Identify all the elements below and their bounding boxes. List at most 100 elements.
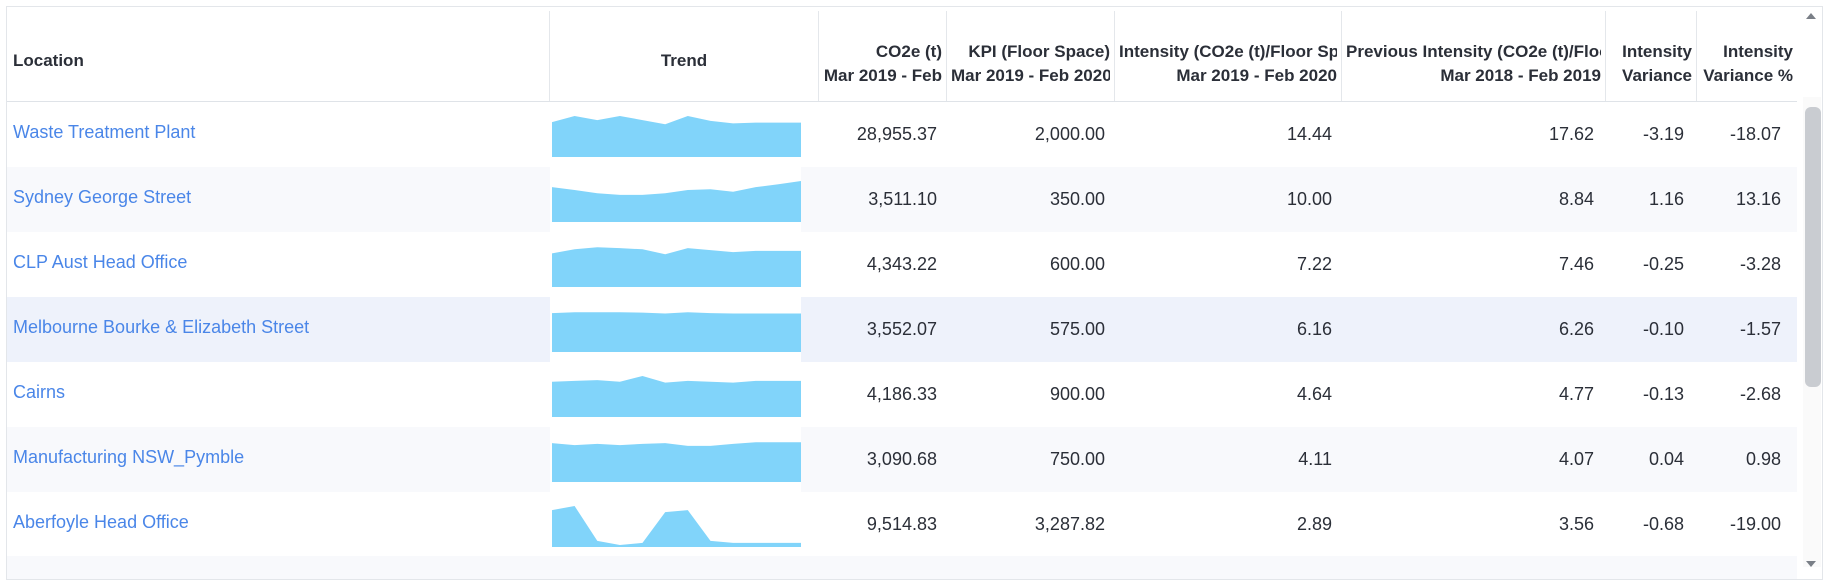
trend-sparkline	[550, 362, 801, 427]
column-header-variance-pct-label: Intensity	[1723, 42, 1793, 61]
sparkline-area	[552, 376, 801, 417]
cell-intensity-variance: -0.68	[1642, 514, 1684, 534]
cell-intensity-variance: -0.25	[1642, 254, 1684, 274]
cell-intensity: 4.11	[1298, 449, 1332, 469]
cell-intensity: 7.22	[1296, 254, 1332, 274]
cell-co2e: 4,343.22	[866, 254, 937, 274]
cell-previous-intensity: 8.84	[1558, 189, 1594, 209]
sparkline-area	[552, 181, 801, 222]
table-row[interactable]: Waste Treatment Plant 28,955.37 2,000.00 14…	[7, 102, 1797, 167]
cell-intensity: 4.64	[1296, 384, 1332, 404]
location-link[interactable]: Waste Treatment Plant	[13, 122, 196, 142]
cell-intensity: 14.44	[1286, 124, 1332, 144]
cell-intensity-variance-pct: -1.57	[1739, 319, 1781, 339]
column-header-co2e-period: Mar 2019 - Feb	[823, 66, 942, 85]
cell-co2e: 3,552.07	[866, 319, 937, 339]
sparkline-fill	[552, 376, 801, 417]
cell-kpi: 350.00	[1049, 189, 1105, 209]
sparkline-fill	[552, 247, 801, 287]
sparkline-area	[552, 442, 801, 482]
column-header-previous-intensity-period: Mar 2018 - Feb 2019	[1440, 66, 1601, 85]
location-link[interactable]: Manufacturing NSW_Pymble	[13, 447, 245, 467]
column-header-trend[interactable]: Trend	[550, 11, 819, 101]
scroll-up-arrow-icon[interactable]	[1806, 13, 1816, 19]
column-header-intensity-period: Mar 2019 - Feb 2020	[1176, 66, 1337, 85]
trend-sparkline	[550, 427, 801, 492]
cell-co2e: 4,186.33	[866, 384, 937, 404]
trend-sparkline	[550, 167, 801, 232]
vertical-scrollbar[interactable]	[1803, 97, 1821, 567]
cell-intensity-variance: -0.10	[1642, 319, 1684, 339]
cell-intensity-variance-pct: 0.98	[1745, 449, 1781, 469]
cell-intensity: 10.00	[1286, 189, 1332, 209]
cell-kpi: 600.00	[1049, 254, 1105, 274]
table-row[interactable]: Sydney George Street 3,511.10 350.00 10.00 8…	[7, 167, 1797, 232]
table-row[interactable]: Manufacturing NSW_Pymble 3,090.68 750.00 4.…	[7, 427, 1797, 492]
top-strip	[0, 0, 1825, 6]
location-link[interactable]: Aberfoyle Head Office	[13, 512, 189, 532]
cell-previous-intensity: 4.77	[1558, 384, 1594, 404]
cell-co2e: 9,514.83	[866, 514, 937, 534]
sparkline-fill	[552, 181, 801, 222]
column-header-location-label: Location	[13, 51, 84, 70]
location-link[interactable]: Melbourne Bourke & Elizabeth Street	[13, 317, 310, 337]
cell-previous-intensity: 17.62	[1548, 124, 1594, 144]
cell-co2e: 28,955.37	[856, 124, 937, 144]
column-header-kpi-period: Mar 2019 - Feb 2020	[951, 66, 1110, 85]
table-row-partial	[7, 556, 1797, 579]
column-header-kpi[interactable]: KPI (Floor Space) Mar 2019 - Feb 2020	[947, 11, 1115, 101]
cell-previous-intensity: 7.46	[1558, 254, 1594, 274]
cell-intensity-variance: 0.04	[1648, 449, 1684, 469]
column-header-intensity[interactable]: Intensity (CO2e (t)/Floor Spa Mar 2019 -…	[1115, 11, 1342, 101]
data-grid-frame: Location Trend CO2e (t) Mar 2019 - Feb K…	[6, 6, 1823, 580]
cell-co2e: 3,511.10	[868, 189, 937, 209]
cell-previous-intensity: 3.56	[1558, 514, 1594, 534]
column-header-co2e[interactable]: CO2e (t) Mar 2019 - Feb	[819, 11, 947, 101]
location-link[interactable]: CLP Aust Head Office	[13, 252, 188, 272]
cell-intensity-variance: -3.19	[1642, 124, 1684, 144]
cell-intensity-variance: 1.16	[1648, 189, 1684, 209]
scroll-down-arrow-icon[interactable]	[1806, 561, 1816, 567]
sparkline-fill	[552, 442, 801, 482]
column-header-previous-intensity-label: Previous Intensity (CO2e (t)/Floo	[1346, 42, 1601, 61]
scrollbar-thumb[interactable]	[1805, 107, 1821, 387]
column-header-trend-label: Trend	[660, 51, 708, 70]
sparkline-fill	[552, 312, 801, 352]
table-row[interactable]: Melbourne Bourke & Elizabeth Street 3,552…	[7, 297, 1797, 362]
grid-header: Location Trend CO2e (t) Mar 2019 - Feb K…	[7, 11, 1797, 102]
cell-intensity-variance-pct: -3.28	[1739, 254, 1781, 274]
location-link[interactable]: Cairns	[13, 382, 66, 402]
sparkline-area	[552, 116, 801, 157]
column-header-intensity-variance-pct[interactable]: Intensity Variance %	[1697, 11, 1797, 101]
cell-kpi: 900.00	[1049, 384, 1105, 404]
sparkline-fill	[552, 506, 801, 547]
column-header-variance-pct-label-2: Variance %	[1703, 66, 1793, 85]
column-header-intensity-variance[interactable]: Intensity Variance	[1606, 11, 1697, 101]
column-header-previous-intensity[interactable]: Previous Intensity (CO2e (t)/Floo Mar 20…	[1342, 11, 1606, 101]
cell-intensity-variance: -0.13	[1642, 384, 1684, 404]
cell-intensity-variance-pct: -18.07	[1729, 124, 1781, 144]
trend-sparkline	[550, 297, 801, 362]
column-header-kpi-label: KPI (Floor Space)	[968, 42, 1110, 61]
trend-sparkline	[550, 102, 801, 167]
cell-kpi: 3,287.82	[1034, 514, 1105, 534]
cell-kpi: 750.00	[1049, 449, 1105, 469]
cell-intensity-variance-pct: -2.68	[1739, 384, 1781, 404]
column-header-location[interactable]: Location	[7, 11, 550, 101]
table-row[interactable]: Cairns 4,186.33 900.00 4.64 4.77 -0.13 -2.68	[7, 362, 1797, 427]
cell-previous-intensity: 4.07	[1558, 449, 1594, 469]
sparkline-area	[552, 506, 801, 547]
cell-previous-intensity: 6.26	[1558, 319, 1594, 339]
cell-intensity-variance-pct: 13.16	[1735, 189, 1781, 209]
table-row[interactable]: Aberfoyle Head Office 9,514.83 3,287.82 2.8…	[7, 492, 1797, 557]
cell-intensity-variance-pct: -19.00	[1729, 514, 1781, 534]
column-header-co2e-label: CO2e (t)	[875, 42, 942, 61]
column-header-variance-label-2: Variance	[1622, 66, 1692, 85]
trend-sparkline	[550, 232, 801, 297]
cell-co2e: 3,090.68	[866, 449, 937, 469]
sparkline-area	[552, 312, 801, 352]
location-link[interactable]: Sydney George Street	[13, 187, 192, 207]
column-header-intensity-label: Intensity (CO2e (t)/Floor Spa	[1119, 42, 1337, 61]
column-header-variance-label: Intensity	[1622, 42, 1692, 61]
table-row[interactable]: CLP Aust Head Office 4,343.22 600.00 7.22 7.…	[7, 232, 1797, 297]
